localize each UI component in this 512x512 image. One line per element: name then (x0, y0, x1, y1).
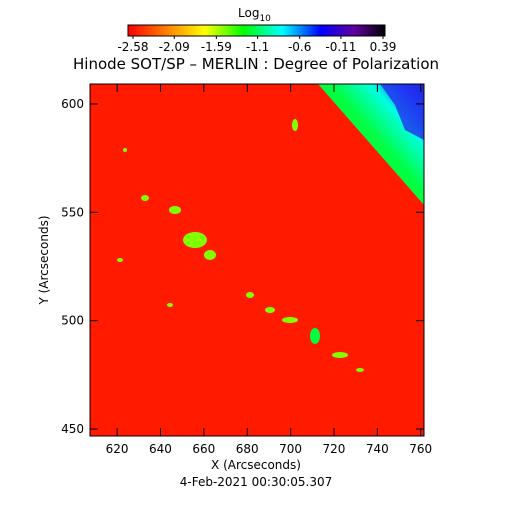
y-axis-label: Y (Arcseconds) (37, 215, 51, 305)
colorbar-tick-label: 0.39 (370, 40, 397, 54)
x-tick-label: 720 (323, 442, 346, 456)
y-tick-label: 600 (61, 97, 84, 111)
colorbar-tick-label: -2.58 (117, 40, 148, 54)
y-tick-label: 500 (61, 314, 84, 328)
colorbar-tick-label: -0.11 (325, 40, 356, 54)
x-tick-label: 640 (149, 442, 172, 456)
x-tick-label: 700 (279, 442, 302, 456)
colorbar-tick-label: -0.6 (288, 40, 311, 54)
y-tick-label: 450 (61, 422, 84, 436)
y-tick-label: 550 (61, 205, 84, 219)
plot-frame (89, 83, 425, 437)
colorbar-label: Log10 (238, 6, 271, 24)
colorbar-tick-label: -1.1 (246, 40, 269, 54)
colorbar-tick-label: -2.09 (159, 40, 190, 54)
footer-date: 4-Feb-2021 00:30:05.307 (180, 475, 333, 489)
x-tick-label: 620 (106, 442, 129, 456)
x-tick-label: 760 (409, 442, 432, 456)
colorbar-tick-label: -1.59 (201, 40, 232, 54)
colorbar (127, 24, 386, 37)
chart-title: Hinode SOT/SP – MERLIN : Degree of Polar… (73, 55, 439, 73)
solar-image (90, 84, 424, 436)
x-tick-label: 740 (366, 442, 389, 456)
x-axis-label: X (Arcseconds) (211, 458, 301, 472)
x-tick-label: 660 (192, 442, 215, 456)
x-tick-label: 680 (236, 442, 259, 456)
